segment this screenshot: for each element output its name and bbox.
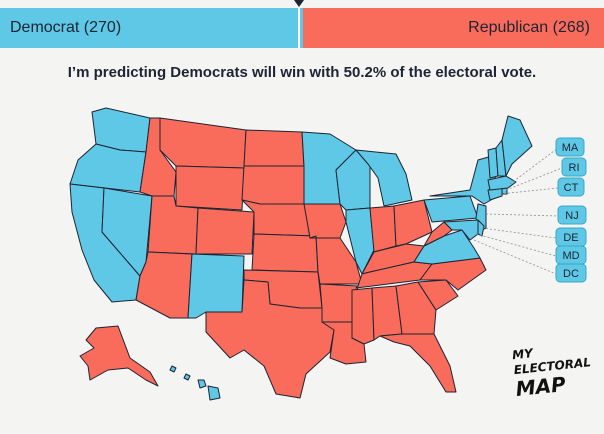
prediction-headline: I’m predicting Democrats will win with 5…: [67, 64, 537, 81]
majority-divider: [298, 8, 300, 48]
state-oh[interactable]: [393, 199, 433, 247]
state-de[interactable]: [477, 219, 485, 237]
majority-marker-icon: [294, 0, 304, 7]
state-mi[interactable]: [355, 149, 413, 207]
state-hi-4[interactable]: [207, 385, 221, 401]
svg-text:NJ: NJ: [565, 210, 578, 222]
republican-count-label: Republican (268): [468, 19, 590, 36]
republican-bar: Republican (268): [303, 8, 604, 48]
svg-text:CT: CT: [564, 182, 579, 194]
label-md[interactable]: MD: [555, 245, 587, 265]
label-dc[interactable]: DC: [555, 263, 587, 283]
svg-text:DC: DC: [563, 268, 579, 280]
state-nd[interactable]: [243, 129, 305, 167]
state-ma[interactable]: [487, 175, 517, 191]
state-ms[interactable]: [351, 287, 375, 345]
state-nm[interactable]: [187, 253, 245, 319]
svg-text:MD: MD: [562, 250, 579, 262]
state-hi[interactable]: [169, 365, 177, 373]
state-in[interactable]: [369, 205, 397, 253]
state-pa[interactable]: [423, 195, 479, 223]
label-ma[interactable]: MA: [555, 137, 585, 157]
label-de[interactable]: DE: [555, 227, 587, 247]
svg-text:RI: RI: [569, 162, 580, 174]
state-sc[interactable]: [417, 279, 459, 311]
state-mo[interactable]: [309, 235, 363, 285]
democrat-count-label: Democrat (270): [10, 19, 122, 36]
my-electoral-map-logo: MY ELECTORAL MAP: [511, 346, 592, 402]
state-me[interactable]: [501, 115, 533, 177]
state-hi-2[interactable]: [183, 373, 191, 381]
state-tx[interactable]: [205, 279, 335, 399]
state-ia[interactable]: [303, 203, 347, 239]
state-mt[interactable]: [159, 117, 247, 169]
state-ks[interactable]: [251, 233, 319, 273]
state-wy[interactable]: [175, 165, 245, 211]
label-nj[interactable]: NJ: [557, 205, 587, 225]
state-fl[interactable]: [379, 333, 457, 393]
label-ct[interactable]: CT: [557, 177, 585, 197]
state-hi-3[interactable]: [197, 379, 207, 389]
state-sd[interactable]: [241, 165, 305, 205]
electoral-vote-bar: Democrat (270) Republican (268): [0, 8, 604, 48]
democrat-bar: Democrat (270): [0, 8, 303, 48]
state-ak[interactable]: [79, 325, 159, 387]
state-co[interactable]: [195, 207, 255, 255]
state-or[interactable]: [69, 143, 147, 193]
svg-text:MA: MA: [562, 142, 579, 154]
svg-text:DE: DE: [563, 232, 578, 244]
label-ri[interactable]: RI: [561, 157, 587, 177]
label-leader-lines: [473, 147, 563, 275]
